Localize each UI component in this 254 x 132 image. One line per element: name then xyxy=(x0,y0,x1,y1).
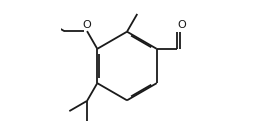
Text: O: O xyxy=(83,20,91,30)
Text: O: O xyxy=(178,20,186,30)
